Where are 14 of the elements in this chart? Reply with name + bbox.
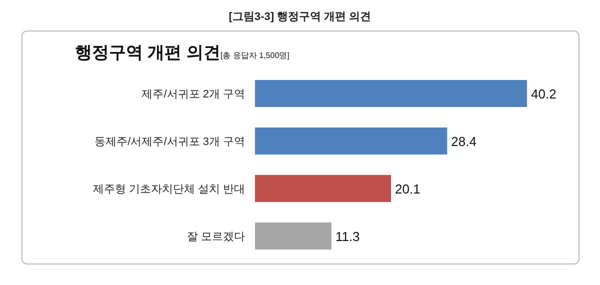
- bar: [255, 80, 527, 107]
- data-label: 28.4: [451, 134, 476, 149]
- y-tick-label: 제주/서귀포 2개 구역: [142, 88, 245, 100]
- data-label: 40.2: [531, 86, 556, 102]
- bar: [255, 222, 332, 250]
- bar: [255, 128, 448, 154]
- data-label: 20.1: [395, 182, 420, 196]
- bar: [255, 175, 391, 202]
- y-tick-label: 잘 모르겠다: [186, 231, 245, 243]
- y-tick-label: 동제주/서제주/서귀포 3개 구역: [94, 136, 245, 148]
- data-label: 11.3: [335, 229, 360, 244]
- chart-subtitle: [총 응답자 1,500명]: [220, 51, 290, 60]
- text: [그림3-3] 행정구역 개편 의견: [228, 11, 372, 23]
- y-tick-label: 제주형 기초자치단체 설치 반대: [92, 184, 245, 196]
